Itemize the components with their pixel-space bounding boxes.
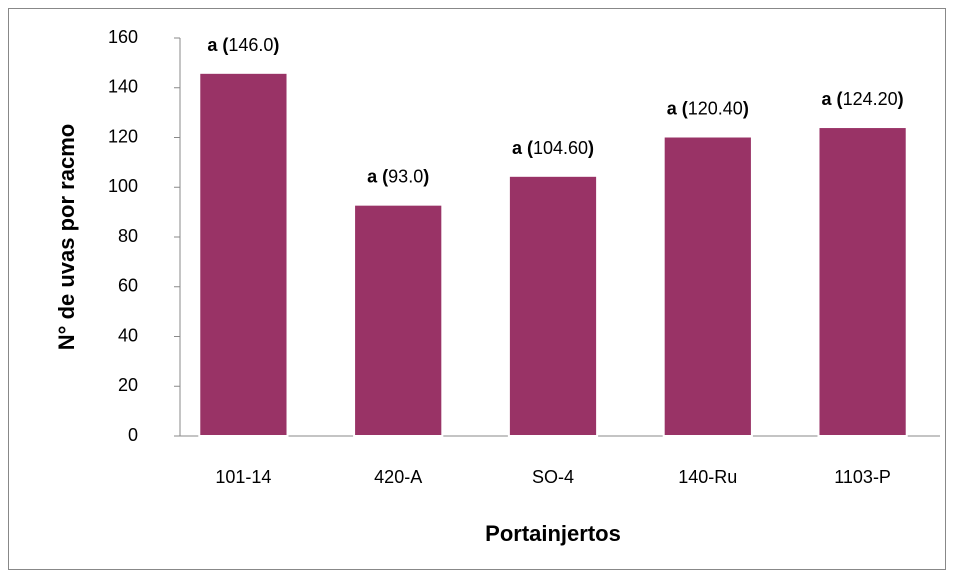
y-tick-label: 40 xyxy=(118,325,138,345)
data-label: a (146.0) xyxy=(207,35,279,55)
x-tick-label: SO-4 xyxy=(532,467,574,487)
bar xyxy=(817,126,908,438)
x-tick-label: 101-14 xyxy=(215,467,271,487)
x-axis-title: Portainjertos xyxy=(485,521,621,546)
bar xyxy=(353,203,444,437)
y-tick-label: 100 xyxy=(108,176,138,196)
bar xyxy=(198,71,289,437)
data-label: a (104.60) xyxy=(512,138,594,158)
bar xyxy=(662,135,753,437)
y-axis-title: N° de uvas por racmo xyxy=(54,124,79,350)
y-tick-label: 80 xyxy=(118,226,138,246)
y-tick-label: 0 xyxy=(128,425,138,445)
data-label: a (120.40) xyxy=(667,98,749,118)
y-tick-label: 140 xyxy=(108,77,138,97)
data-label: a (124.20) xyxy=(822,89,904,109)
y-tick-label: 120 xyxy=(108,126,138,146)
chart-border xyxy=(8,8,946,570)
y-tick-label: 160 xyxy=(108,27,138,47)
data-label: a (93.0) xyxy=(367,166,429,186)
x-tick-label: 1103-P xyxy=(834,467,891,487)
bar xyxy=(507,174,599,437)
y-tick-label: 60 xyxy=(118,276,138,296)
x-tick-label: 140-Ru xyxy=(678,467,737,487)
x-tick-label: 420-A xyxy=(374,467,422,487)
y-tick-label: 20 xyxy=(118,375,138,395)
